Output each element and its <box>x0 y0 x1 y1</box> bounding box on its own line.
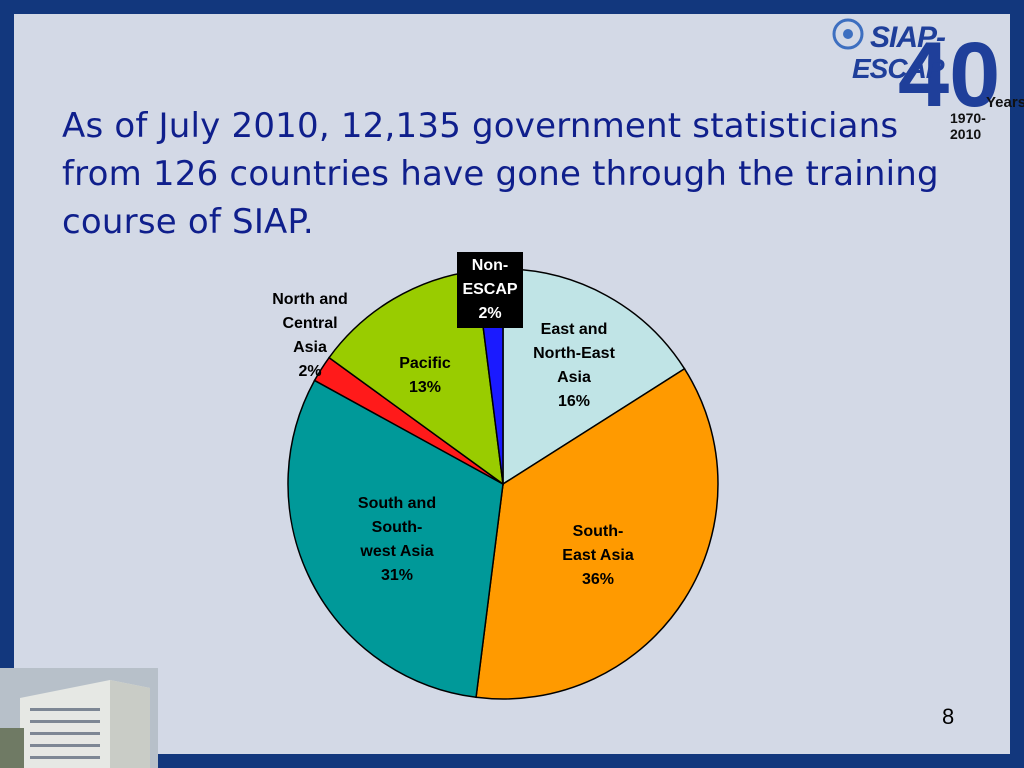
building-photo <box>0 668 158 768</box>
slice-label-3-line-1: Central <box>282 315 337 332</box>
slice-value-label-2: 31% <box>381 567 413 584</box>
slice-label-2-line-1: South- <box>372 519 423 536</box>
slice-value-label-0: 16% <box>558 393 590 410</box>
logo-forty: 40 <box>898 24 1000 126</box>
pie-slice-2 <box>287 379 504 699</box>
slide-title: As of July 2010, 12,135 government stati… <box>62 106 939 242</box>
slice-label-3-line-0: North and <box>272 291 348 308</box>
slice-label-5-line-1: ESCAP <box>462 281 517 298</box>
slice-label-0-line-1: North-East <box>533 345 615 362</box>
building-photo-graphic <box>0 668 158 768</box>
slice-label-5-line-0: Non- <box>472 257 508 274</box>
slice-label-1-line-1: East Asia <box>562 547 634 564</box>
slice-value-label-3: 2% <box>298 363 321 380</box>
slice-label-0-line-2: Asia <box>557 369 591 386</box>
slice-label-2-line-0: South and <box>358 495 436 512</box>
logo-escap-text: ESCAP <box>852 53 944 84</box>
logo-years-text: Years <box>986 94 1024 111</box>
logo-graphic: 40 <box>832 18 1000 126</box>
slice-value-label-1: 36% <box>582 571 614 588</box>
page-number: 8 <box>942 704 955 729</box>
un-emblem-globe-icon <box>843 29 853 39</box>
slice-value-label-5: 2% <box>478 305 501 322</box>
siap-escap-40-logo: 40 SIAP- ESCAP Years 1970-2010 <box>826 14 1024 142</box>
slice-label-4-line-0: Pacific <box>399 355 451 372</box>
slice-label-1-line-0: South- <box>573 523 624 540</box>
logo-year-range: 1970-2010 <box>950 110 986 142</box>
logo-siap-text: SIAP- <box>870 21 946 54</box>
un-emblem-icon <box>832 18 864 50</box>
slice-label-3-line-2: Asia <box>293 339 327 356</box>
slice-label-0-line-0: East and <box>541 321 608 338</box>
pie-slice-1 <box>475 367 719 700</box>
slice-label-box-5 <box>457 252 523 328</box>
slice-label-2-line-2: west Asia <box>359 543 433 560</box>
slice-value-label-4: 13% <box>409 379 441 396</box>
